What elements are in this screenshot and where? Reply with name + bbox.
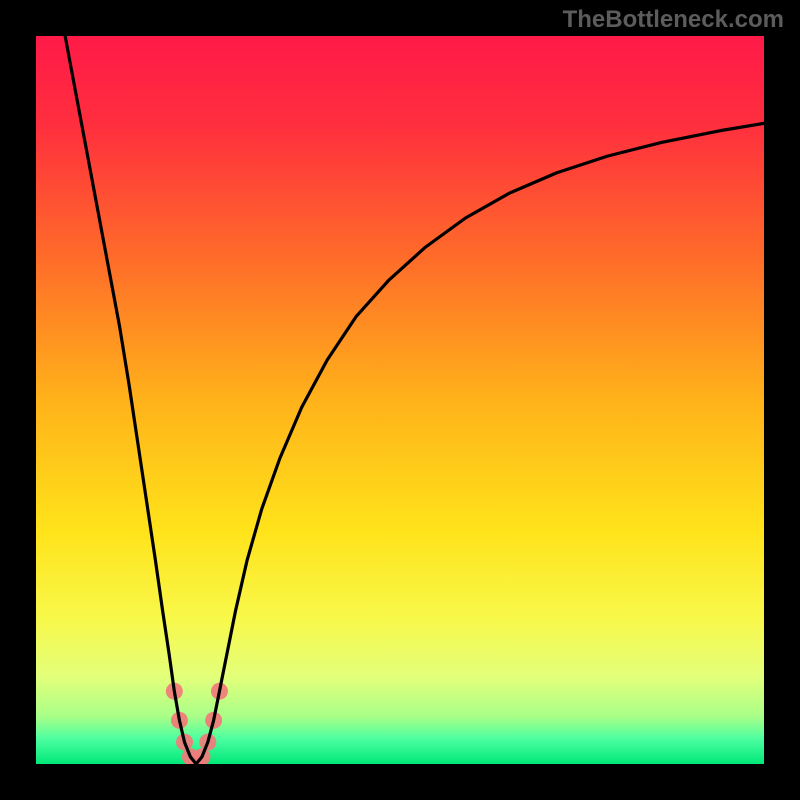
- bottleneck-curve: [65, 36, 764, 764]
- plot-area: [36, 36, 764, 764]
- chart-frame: TheBottleneck.com: [0, 0, 800, 800]
- curve-layer: [36, 36, 764, 764]
- attribution-text: TheBottleneck.com: [563, 6, 784, 34]
